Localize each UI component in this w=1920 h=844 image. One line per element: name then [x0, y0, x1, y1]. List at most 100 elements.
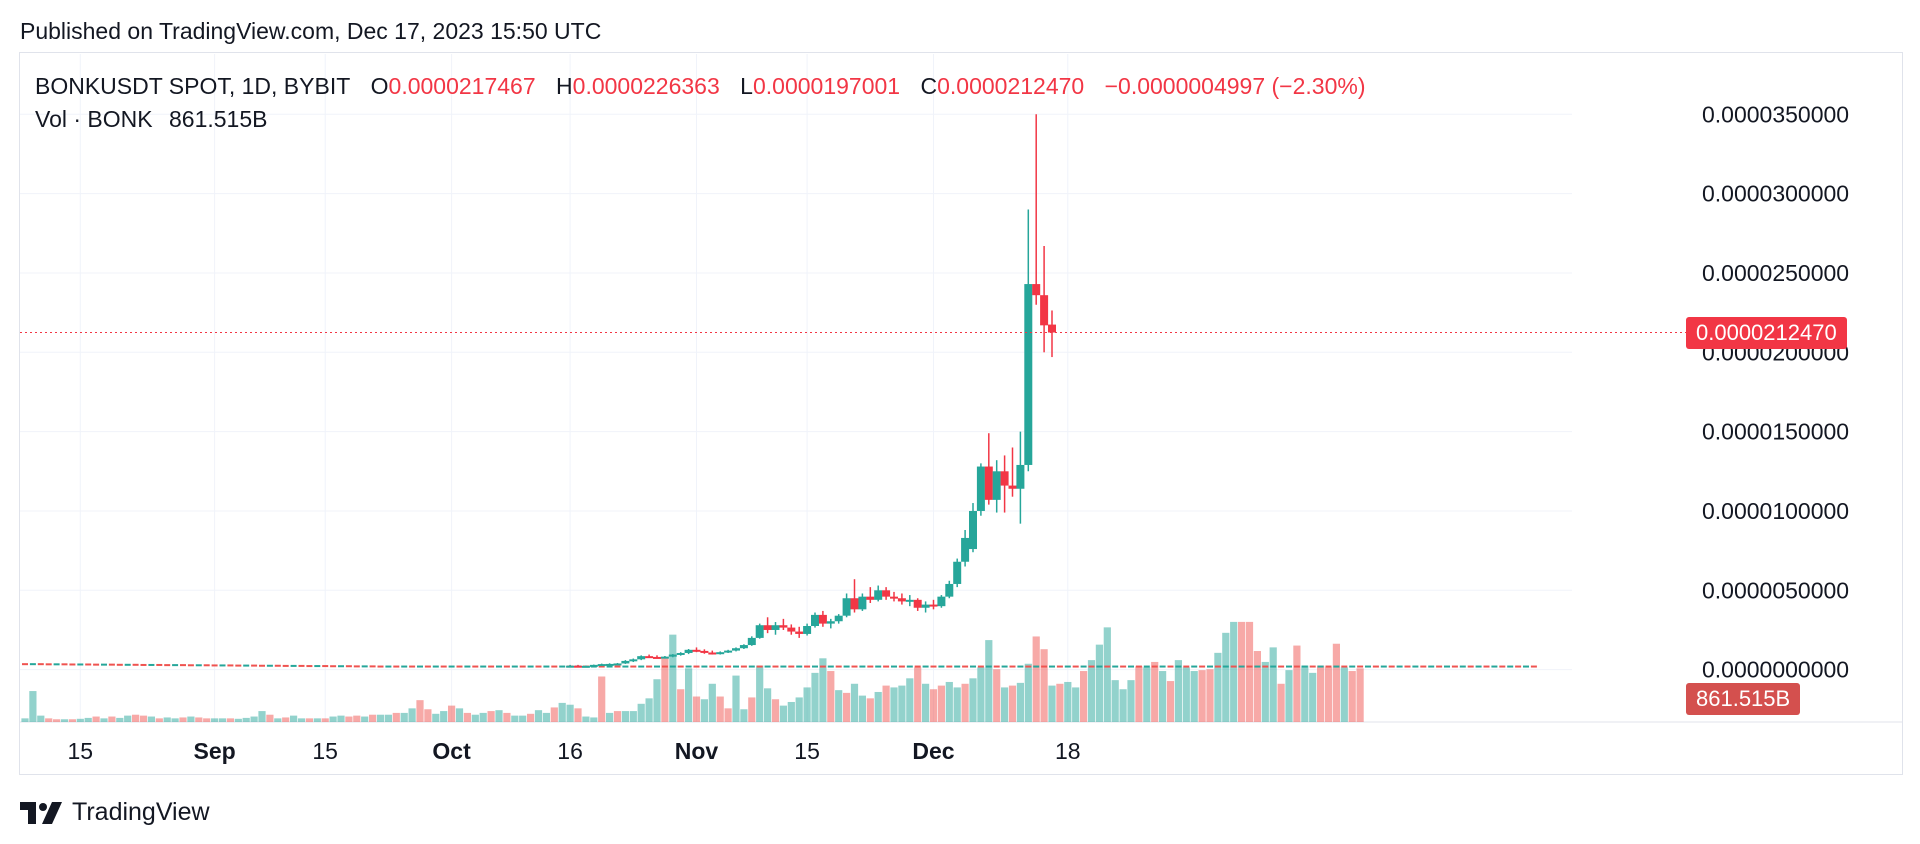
volume-bar — [898, 685, 906, 722]
volume-bar — [1190, 671, 1198, 722]
candle — [1451, 665, 1458, 668]
candle — [306, 665, 313, 668]
volume-bar — [1206, 669, 1214, 722]
candle — [638, 665, 645, 668]
candle — [124, 663, 131, 666]
candle-body — [613, 663, 622, 666]
candle — [1033, 665, 1040, 668]
candle — [812, 665, 818, 668]
volume-bar — [1103, 627, 1111, 722]
candle — [464, 665, 471, 668]
candle-body — [755, 625, 764, 638]
candle — [985, 665, 992, 668]
volume-bar — [195, 717, 203, 722]
volume-bar — [771, 699, 780, 722]
candle — [409, 665, 416, 668]
volume-bar — [1024, 663, 1032, 722]
chart-frame — [19, 52, 1903, 775]
y-tick-label: 0.0000100000 — [1702, 498, 1849, 524]
volume-bar — [1001, 687, 1009, 722]
candle-body — [574, 665, 582, 668]
volume-bar — [645, 698, 653, 722]
candle — [116, 663, 123, 666]
candle — [401, 665, 408, 668]
volume-bar — [827, 671, 835, 722]
footer-brand[interactable]: TradingView — [20, 798, 210, 827]
candle — [1072, 665, 1079, 668]
volume-bar — [1285, 670, 1293, 722]
candle-body — [992, 471, 1001, 500]
candle — [424, 665, 431, 668]
candle — [393, 665, 400, 668]
candle-body — [882, 590, 891, 597]
candle — [290, 664, 297, 667]
volume-bar — [953, 687, 961, 722]
volume-bar — [416, 700, 424, 722]
volume-bar — [29, 691, 37, 722]
volume-bar — [700, 699, 708, 722]
candle — [733, 665, 739, 668]
candle-body — [929, 604, 938, 607]
candle — [654, 665, 660, 668]
volume-bar — [977, 667, 985, 722]
volume-bar — [1095, 644, 1103, 722]
candle — [527, 665, 534, 668]
volume-bar — [337, 715, 345, 722]
candle — [519, 665, 526, 668]
candle — [1175, 665, 1182, 668]
candle — [1025, 665, 1032, 668]
volume-bar — [384, 714, 392, 722]
candle — [1112, 665, 1119, 668]
volume-bar — [305, 718, 313, 722]
candle — [1428, 665, 1435, 668]
candle — [195, 664, 202, 667]
volume-bar — [613, 711, 622, 722]
volume-bar — [369, 714, 377, 722]
volume-bar — [1087, 660, 1096, 722]
high-value: 0.0000226363 — [572, 73, 720, 99]
volume-label[interactable]: Vol · BONK — [35, 106, 153, 132]
volume-bar — [1080, 671, 1088, 722]
candle-body — [953, 561, 962, 584]
candle — [922, 665, 929, 668]
candle — [962, 665, 969, 668]
volume-bar — [740, 709, 748, 722]
candle — [377, 665, 384, 668]
high-label: H — [556, 73, 573, 99]
volume-bar — [882, 685, 890, 722]
volume-bar — [274, 718, 282, 722]
volume-bar — [669, 634, 677, 722]
volume-bar — [400, 712, 408, 722]
candle — [101, 663, 107, 666]
volume-bar — [282, 717, 290, 722]
volume-bar — [242, 717, 250, 722]
low-value: 0.0000197001 — [752, 73, 901, 99]
candle-body — [803, 626, 812, 634]
candle-body — [890, 596, 898, 599]
volume-bar — [345, 716, 353, 722]
candle — [709, 665, 716, 668]
candle-body — [866, 596, 875, 600]
candle — [1041, 665, 1048, 668]
volume-bar — [392, 712, 400, 722]
volume-bar — [866, 698, 874, 722]
volume-bar — [732, 675, 740, 722]
volume-bar — [440, 711, 448, 722]
candle — [227, 664, 234, 667]
x-tick-label: 16 — [557, 738, 583, 764]
candle — [369, 665, 376, 668]
candle — [1333, 665, 1340, 668]
candle-body — [1024, 284, 1033, 465]
volume-bar — [819, 658, 827, 722]
candle — [353, 665, 360, 668]
volume-bar — [937, 685, 945, 722]
volume-bar — [574, 708, 582, 722]
candle — [140, 663, 147, 666]
symbol-label[interactable]: BONKUSDT SPOT, 1D, BYBIT — [35, 73, 351, 99]
volume-bar — [1166, 681, 1175, 722]
candle — [330, 665, 337, 668]
candle-body — [818, 614, 827, 624]
candle-body — [581, 665, 590, 668]
candle — [85, 663, 92, 666]
